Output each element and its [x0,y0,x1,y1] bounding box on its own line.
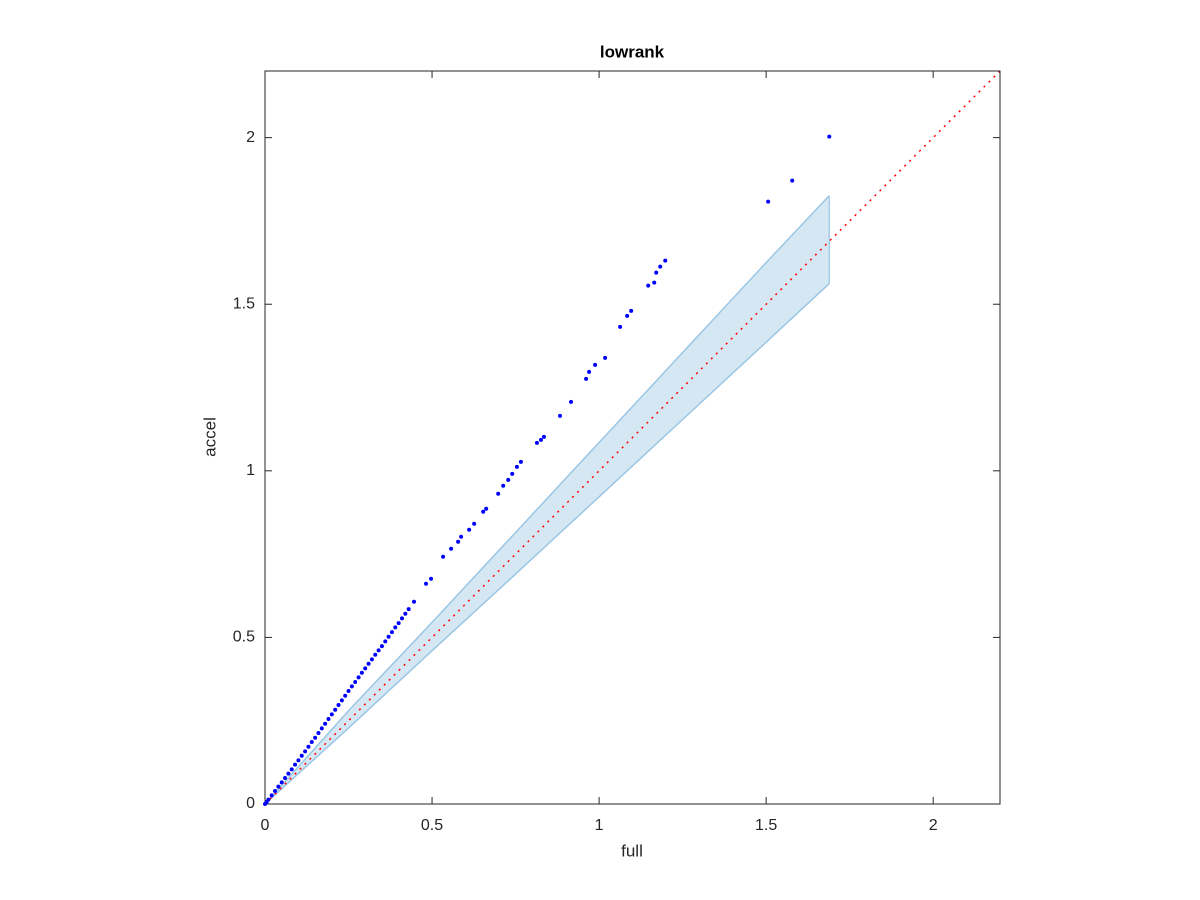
point [279,780,284,785]
point [484,506,489,511]
point [266,797,271,802]
point [376,648,381,653]
point [379,644,384,649]
point [629,308,634,313]
point [558,413,563,418]
point [459,534,464,539]
x-tick-label: 1 [595,817,604,834]
x-tick-label: 2 [929,817,938,834]
x-tick-label: 0 [261,817,270,834]
point [518,459,523,464]
point [790,178,795,183]
point [603,355,608,360]
x-tick-label: 0.5 [421,817,443,834]
point [658,264,663,269]
point [316,731,321,736]
point [273,789,278,794]
point [456,539,461,544]
point [593,362,598,367]
band-upper [264,195,830,805]
point [283,776,288,781]
point [406,607,411,612]
point [506,477,511,482]
point [346,689,351,694]
point [339,698,344,703]
confidence-band [265,195,830,805]
point [766,199,771,204]
point [343,693,348,698]
point [386,634,391,639]
y-tick-label: 1.5 [233,295,255,312]
point [472,521,477,526]
point [356,675,361,680]
point [538,437,543,442]
point [496,491,501,496]
point [652,280,657,285]
point [569,399,574,404]
point [389,630,394,635]
point [424,581,429,586]
point [396,621,401,626]
axes-box [264,70,1001,805]
band-lower [264,283,830,805]
point [299,753,304,758]
point [296,758,301,763]
point [353,680,358,685]
point [383,639,388,644]
point [306,744,311,749]
y-tick-label: 1 [246,462,255,479]
point [663,258,668,263]
point [449,546,454,551]
point [369,657,374,662]
point [501,483,506,488]
point [510,471,515,476]
point [269,793,274,798]
point [481,509,486,514]
point [326,717,331,722]
point [541,434,546,439]
point [366,661,371,666]
point [625,313,630,318]
x-tick-label: 1.5 [755,817,777,834]
point [646,283,651,288]
point [514,464,519,469]
point [276,784,281,789]
point [412,599,417,604]
point [289,767,294,772]
y-axis-label: accel [200,417,219,457]
point [309,740,314,745]
point [323,721,328,726]
point [587,369,592,374]
point [373,652,378,657]
point [399,616,404,621]
y-tick-label: 0 [246,795,255,812]
point [429,576,434,581]
point [618,324,623,329]
point [303,749,308,754]
point [293,762,298,767]
point [336,703,341,708]
y-tick-label: 0.5 [233,629,255,646]
point [349,684,354,689]
x-axis-label: full [621,841,643,860]
point [359,670,364,675]
point [403,611,408,616]
point [313,735,318,740]
point [363,666,368,671]
point [441,554,446,559]
point [286,771,291,776]
point [534,440,539,445]
point [654,270,659,275]
chart-title: lowrank [600,42,665,61]
point [319,726,324,731]
point [827,134,832,139]
point [467,527,472,532]
point [329,712,334,717]
point [584,376,589,381]
reference-line [264,70,1001,805]
y-tick-label: 2 [246,129,255,146]
point [393,625,398,630]
point [333,707,338,712]
